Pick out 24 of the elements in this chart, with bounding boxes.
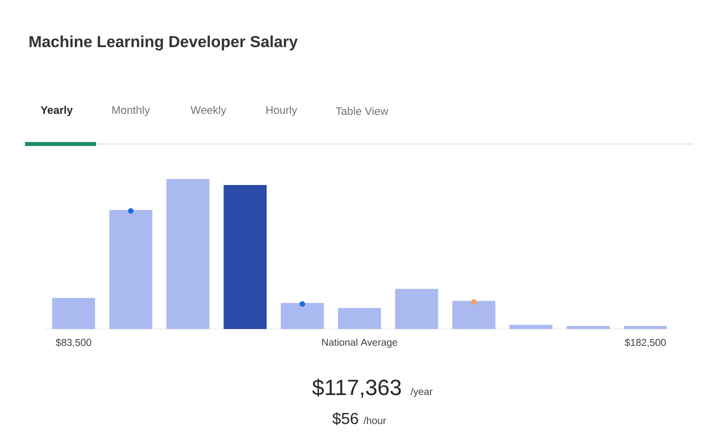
text: Weekly (190, 106, 226, 116)
text: Yearly (40, 106, 73, 116)
x-tick-label: National Average (322, 338, 398, 348)
text: $117,363 (312, 378, 401, 398)
x-tick-label: $182,500 (624, 338, 666, 348)
bar (510, 324, 553, 329)
text: Monthly (112, 106, 150, 116)
bar (109, 210, 152, 329)
text: /year (410, 388, 433, 398)
bar (566, 326, 610, 329)
bar (166, 178, 210, 329)
chart-title: Machine Learning Developer Salary (30, 36, 298, 50)
bar (395, 288, 438, 329)
bar (338, 308, 382, 329)
text: /hour (364, 416, 386, 424)
x-tick-label: $83,500 (56, 338, 92, 348)
text: Table View (336, 106, 388, 116)
bar (224, 184, 267, 329)
bar (52, 298, 96, 329)
bar (280, 303, 324, 329)
bar (452, 300, 496, 329)
bar (624, 326, 667, 329)
text: $56 (332, 412, 358, 426)
text: Hourly (266, 106, 298, 116)
